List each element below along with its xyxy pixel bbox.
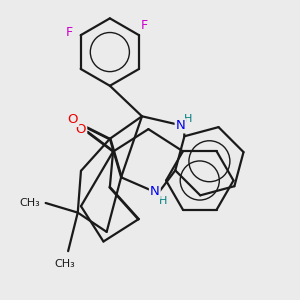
Text: H: H: [184, 115, 193, 124]
Text: N: N: [176, 119, 185, 132]
Text: CH₃: CH₃: [55, 259, 75, 269]
Text: F: F: [66, 26, 73, 38]
Text: F: F: [140, 19, 147, 32]
Text: O: O: [68, 113, 78, 126]
Text: N: N: [150, 185, 160, 198]
Text: O: O: [76, 123, 86, 136]
Text: H: H: [159, 196, 167, 206]
Text: CH₃: CH₃: [19, 198, 40, 208]
